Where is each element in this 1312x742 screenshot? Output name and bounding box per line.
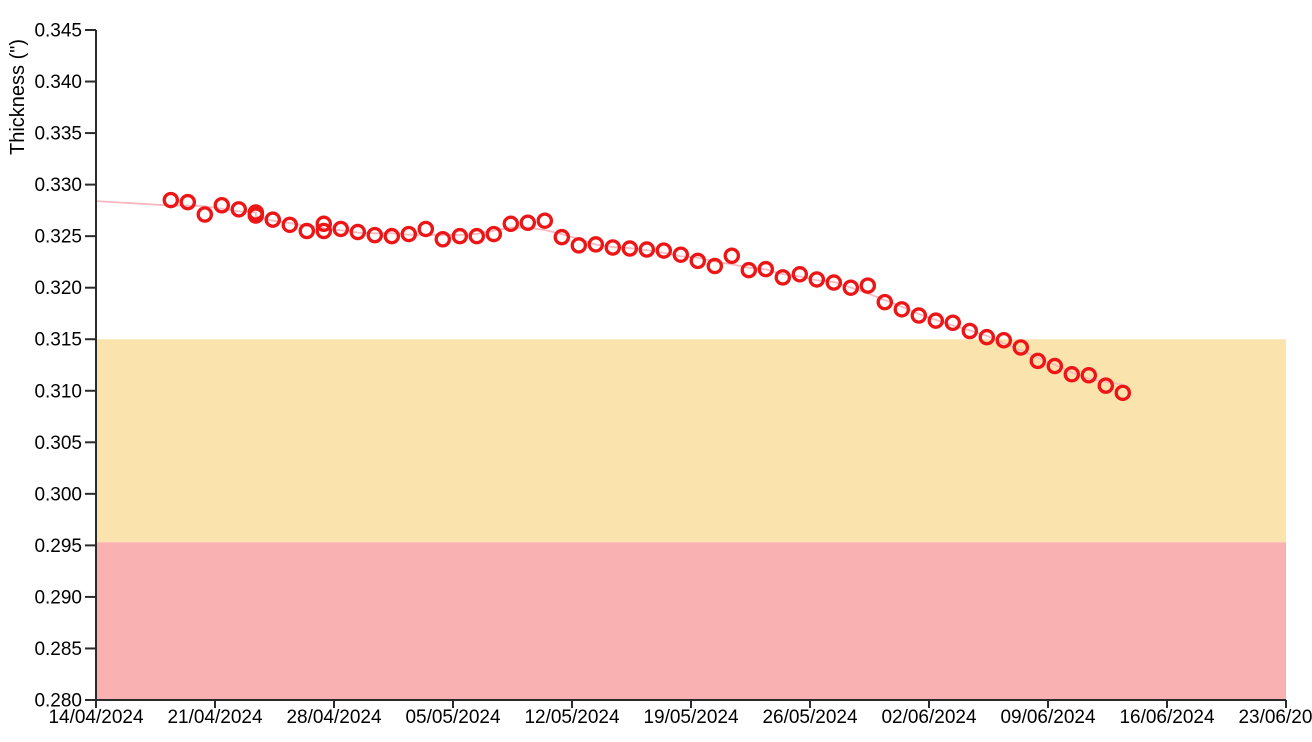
x-tick-label: 19/05/2024: [643, 707, 739, 728]
data-point-marker: [978, 328, 996, 346]
data-point-marker: [757, 260, 775, 278]
x-tick-label: 12/05/2024: [524, 707, 620, 728]
data-point-marker: [1012, 339, 1030, 356]
data-point-marker: [196, 206, 214, 223]
data-point-marker: [366, 226, 384, 244]
data-point-marker: [451, 227, 469, 245]
y-tick-label: 0.310: [34, 381, 82, 402]
data-point-marker: [1114, 384, 1132, 402]
data-point-marker: [740, 261, 758, 279]
data-point-marker: [774, 269, 792, 286]
data-point-marker: [706, 257, 724, 275]
data-point-marker: [502, 215, 520, 233]
y-axis-title: Thickness ("): [7, 39, 29, 155]
y-tick-label: 0.280: [34, 691, 82, 712]
y-tick-label: 0.345: [34, 21, 82, 42]
data-point-marker: [927, 312, 945, 329]
axes-layer: [85, 29, 1287, 708]
data-point-marker: [230, 201, 248, 218]
data-point-marker: [298, 222, 316, 240]
data-point-marker: [1097, 377, 1115, 394]
x-tick-label: 09/06/2024: [1000, 707, 1096, 728]
data-point-marker: [1080, 367, 1098, 384]
limit-bands-layer: [96, 339, 1286, 700]
data-point-marker: [723, 247, 741, 264]
data-point-marker: [604, 239, 622, 256]
data-point-marker: [944, 314, 962, 331]
data-point-marker: [961, 322, 979, 340]
data-point-marker: [213, 196, 231, 214]
x-tick-label: 23/06/2024: [1238, 707, 1312, 728]
data-point-marker: [808, 271, 826, 288]
data-point-marker: [434, 230, 452, 248]
data-point-marker: [315, 215, 333, 233]
data-point-marker: [179, 193, 197, 211]
data-point-marker: [485, 225, 503, 243]
alarm-band: [96, 542, 1286, 700]
data-point-marker: [910, 307, 928, 324]
y-tick-label: 0.335: [34, 124, 82, 145]
y-tick-label: 0.285: [34, 639, 82, 660]
data-point-marker: [638, 241, 656, 258]
data-point-marker: [553, 228, 571, 246]
y-tick-label: 0.330: [34, 175, 82, 196]
x-tick-label: 26/05/2024: [762, 707, 858, 728]
x-tick-label: 02/06/2024: [881, 707, 977, 728]
warning-band: [96, 339, 1286, 543]
data-point-marker: [536, 212, 554, 229]
data-point-marker: [842, 279, 860, 296]
data-point-marker: [587, 236, 605, 253]
data-point-marker: [1063, 366, 1081, 383]
data-point-marker: [417, 220, 435, 238]
data-point-marker: [672, 246, 690, 263]
data-point-marker: [570, 237, 588, 254]
x-tick-label: 28/04/2024: [286, 707, 382, 728]
x-tick-label: 14/04/2024: [48, 707, 144, 728]
data-point-marker: [349, 223, 367, 241]
data-point-marker: [825, 274, 843, 291]
data-point-marker: [1029, 352, 1047, 370]
data-point-marker: [400, 225, 418, 243]
x-tick-label: 21/04/2024: [167, 707, 263, 728]
data-point-marker: [791, 266, 809, 283]
tick-labels-layer: 0.345 0.340 0.335 0.330 0.325 0.320 0.315 0.310…: [34, 21, 1312, 729]
data-point-marker: [315, 222, 333, 240]
data-point-marker: [1046, 357, 1064, 375]
data-point-marker: [995, 332, 1013, 349]
y-tick-label: 0.320: [34, 278, 82, 299]
y-tick-label: 0.290: [34, 587, 82, 608]
data-points-layer: [162, 191, 1132, 402]
data-point-marker: [264, 211, 282, 228]
data-point-marker: [383, 227, 401, 245]
y-tick-label: 0.295: [34, 536, 82, 557]
data-point-marker: [621, 240, 639, 257]
data-point-marker: [893, 301, 911, 318]
y-tick-label: 0.315: [34, 330, 82, 351]
data-point-marker: [247, 207, 265, 224]
data-point-marker: [859, 277, 877, 294]
y-tick-label: 0.300: [34, 484, 82, 505]
data-point-marker: [876, 293, 894, 311]
x-tick-label: 16/06/2024: [1119, 707, 1215, 728]
data-point-marker: [332, 220, 350, 238]
y-tick-label: 0.325: [34, 227, 82, 248]
data-point-marker: [281, 216, 299, 234]
x-tick-label: 05/05/2024: [405, 707, 501, 728]
data-point-marker: [519, 214, 537, 232]
data-point-marker: [689, 252, 707, 270]
y-tick-label: 0.340: [34, 72, 82, 93]
data-point-marker: [162, 191, 180, 209]
data-point-marker: [468, 227, 486, 245]
y-tick-label: 0.305: [34, 433, 82, 454]
data-point-marker: [655, 242, 673, 259]
